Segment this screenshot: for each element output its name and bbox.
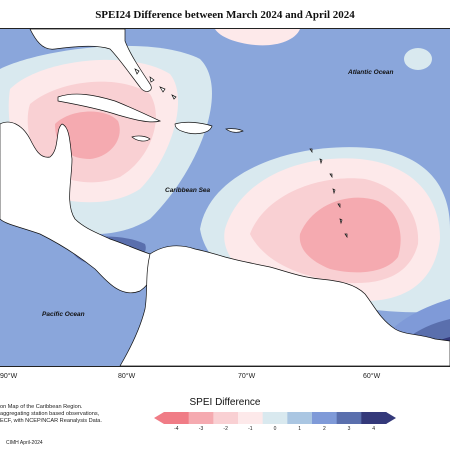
lon-label-70w: 70°W: [238, 373, 256, 380]
legend-tick-label: 0: [273, 426, 277, 432]
map-area: Atlantic Ocean Caribbean Sea Pacific Oce…: [0, 28, 450, 367]
note-line: ECF, with NCEP/NCAR Reanalysis Data.: [0, 418, 102, 424]
map-title: SPEI24 Difference between March 2024 and…: [95, 9, 355, 21]
legend-swatch: [164, 412, 190, 424]
legend-tick-label: 3: [347, 426, 351, 432]
legend-swatch: [188, 412, 214, 424]
spei-map: [0, 29, 450, 366]
legend-tick-label: -2: [223, 426, 228, 432]
atlantic-patch: [404, 48, 432, 70]
legend-swatch: [238, 412, 264, 424]
land: [0, 29, 450, 366]
legend-arrow-high: [386, 412, 396, 424]
legend-title: SPEI Difference: [189, 397, 261, 408]
legend-tick-label: 1: [298, 426, 302, 432]
anomaly-east-inner: [299, 197, 401, 273]
legend-swatch: [287, 412, 313, 424]
label-atlantic-ocean: Atlantic Ocean: [348, 69, 394, 76]
legend-swatch: [213, 412, 239, 424]
legend-tick-label: 2: [322, 426, 326, 432]
legend-tick-label: -1: [248, 426, 253, 432]
land-hispaniola: [174, 121, 213, 135]
lon-label-90w: 90°W: [0, 373, 18, 380]
lon-label-80w: 80°W: [118, 373, 136, 380]
legend-swatch: [361, 412, 387, 424]
credit: CIMH April-2024: [6, 440, 43, 446]
legend-tick-label: -3: [198, 426, 204, 432]
anomaly-west-inner: [55, 111, 120, 159]
note-line: on Map of the Caribbean Region.: [0, 404, 83, 410]
land-jamaica: [131, 135, 151, 142]
land-puerto-rico: [225, 128, 244, 133]
legend-tick-label: 4: [372, 426, 376, 432]
label-pacific-ocean: Pacific Ocean: [42, 311, 85, 318]
land-florida: [29, 29, 152, 92]
land-cuba: [57, 93, 161, 123]
legend-swatch: [336, 412, 362, 424]
anomaly-north: [215, 29, 300, 46]
label-caribbean-sea: Caribbean Sea: [165, 187, 211, 194]
lon-label-60w: 60°W: [363, 373, 381, 380]
land-bahamas: [134, 68, 177, 100]
legend-tick-label: -4: [174, 426, 179, 432]
legend-colorbar: [154, 412, 396, 424]
land-south-america: [119, 245, 450, 366]
legend-arrow-low: [154, 412, 164, 424]
land-central-america: [0, 121, 155, 294]
legend-swatch: [262, 412, 288, 424]
note-line: aggregating station based observations,: [0, 411, 100, 417]
map-notes: on Map of the Caribbean Region. aggregat…: [0, 404, 102, 425]
land-lesser-antilles: [309, 148, 348, 239]
legend-swatch: [312, 412, 338, 424]
